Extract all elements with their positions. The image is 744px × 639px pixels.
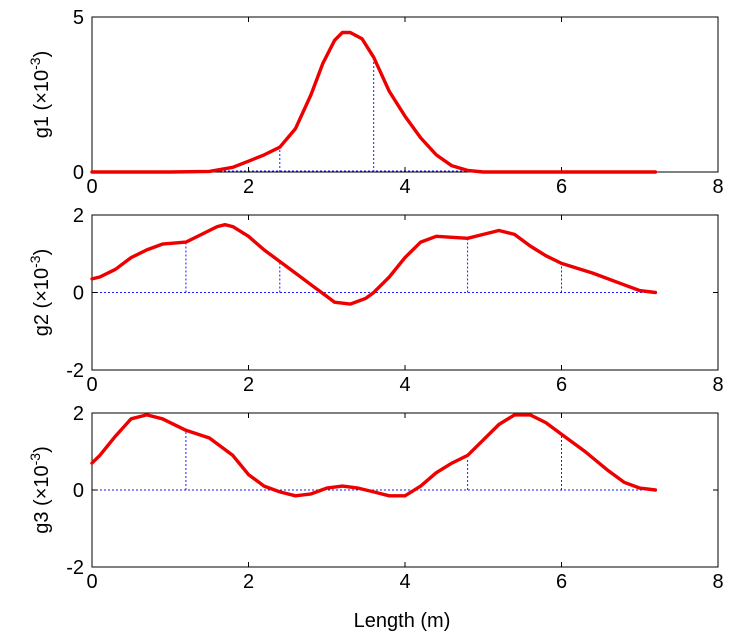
x-tick-label: 4: [399, 571, 410, 593]
x-tick-label: 6: [556, 176, 567, 198]
y-tick-label: -2: [66, 557, 84, 579]
x-tick-label: 2: [243, 176, 254, 198]
plot-frame: [91, 16, 719, 173]
x-tick-label: 8: [712, 571, 723, 593]
x-tick-label: 4: [399, 374, 410, 396]
series-line: [90, 413, 658, 498]
y-tick-label: 0: [73, 283, 84, 305]
y-tick-label: 5: [73, 7, 84, 29]
x-tick-label: 6: [556, 571, 567, 593]
y-tick-label: 2: [73, 205, 84, 227]
y-tick-label: -2: [66, 360, 84, 382]
y-axis-label: g3 (×10-3): [27, 446, 53, 534]
x-tick-label: 0: [86, 176, 97, 198]
x-tick-label: 4: [399, 176, 410, 198]
y-tick-label: 0: [73, 162, 84, 184]
series-line: [90, 222, 658, 306]
x-tick-label: 2: [243, 571, 254, 593]
y-tick-label: 0: [73, 480, 84, 502]
series-line: [90, 30, 658, 174]
y-tick-label: 2: [73, 403, 84, 425]
subplot-g1: 0 2 4 6 8 0 5 g1 (×10-3): [27, 7, 724, 198]
x-axis-label: Length (m): [354, 610, 451, 632]
y-axis-label: g2 (×10-3): [27, 249, 53, 337]
y-axis-label: g1 (×10-3): [27, 51, 53, 139]
x-tick-label: 8: [712, 176, 723, 198]
x-tick-label: 8: [712, 374, 723, 396]
x-tick-label: 6: [556, 374, 567, 396]
x-tick-label: 0: [86, 571, 97, 593]
x-tick-label: 2: [243, 374, 254, 396]
x-tick-label: 0: [86, 374, 97, 396]
